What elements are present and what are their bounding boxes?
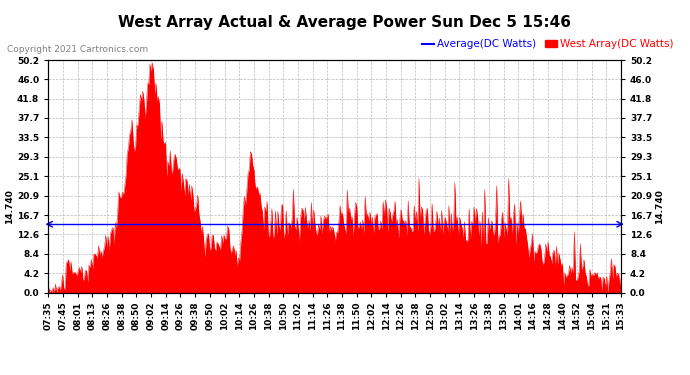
Text: 14.740: 14.740 (5, 189, 14, 224)
Text: Copyright 2021 Cartronics.com: Copyright 2021 Cartronics.com (7, 45, 148, 54)
Text: West Array Actual & Average Power Sun Dec 5 15:46: West Array Actual & Average Power Sun De… (119, 15, 571, 30)
Text: 14.740: 14.740 (656, 189, 664, 224)
Legend: Average(DC Watts), West Array(DC Watts): Average(DC Watts), West Array(DC Watts) (417, 35, 678, 54)
